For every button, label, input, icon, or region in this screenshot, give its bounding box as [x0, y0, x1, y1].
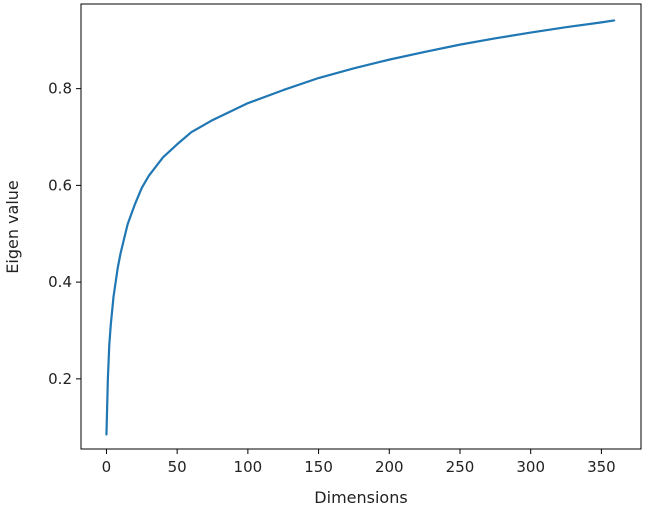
x-tick-label: 100	[234, 458, 263, 476]
x-tick-label: 350	[587, 458, 616, 476]
y-axis-label: Eigen value	[3, 180, 22, 273]
y-tick-label: 0.6	[48, 176, 72, 194]
x-tick-label: 300	[516, 458, 545, 476]
x-axis-label: Dimensions	[314, 488, 407, 507]
plot-area-frame	[80, 3, 642, 450]
eigenvalue-series-line	[105, 19, 616, 436]
y-axis-ticks: 0.2 0.4 0.6 0.8	[48, 80, 81, 388]
y-tick-label: 0.2	[48, 370, 72, 388]
y-tick-label: 0.8	[48, 80, 72, 98]
x-tick-label: 150	[304, 458, 333, 476]
x-tick-label: 50	[168, 458, 187, 476]
x-tick-label: 0	[102, 458, 112, 476]
x-tick-label: 200	[375, 458, 404, 476]
y-tick-label: 0.4	[48, 273, 72, 291]
x-axis-ticks: 0 50 100 150 200 250 300 350	[102, 449, 616, 476]
x-tick-label: 250	[446, 458, 475, 476]
